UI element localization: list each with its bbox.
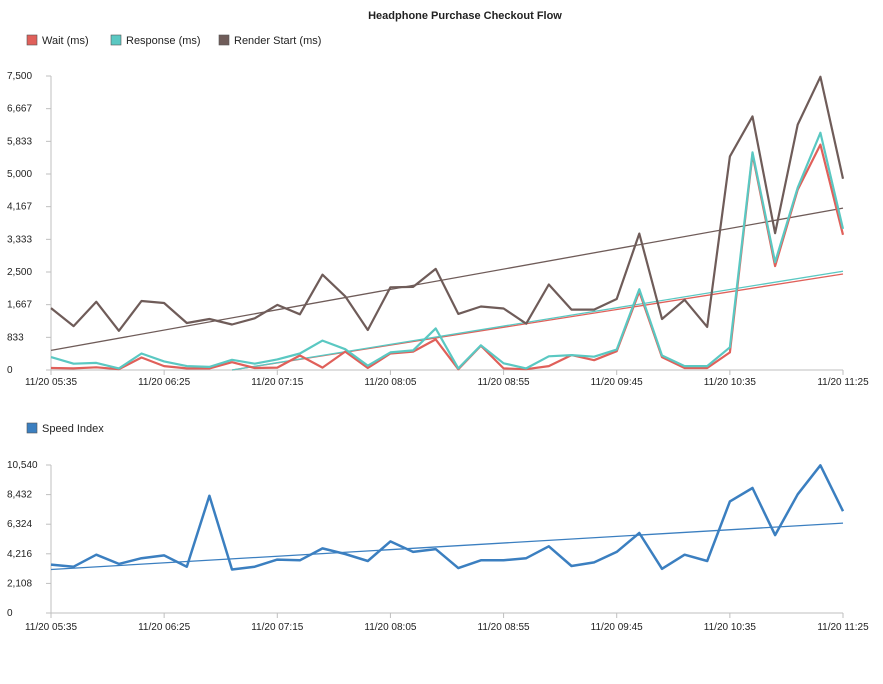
x-tick-label: 11/20 05:35 [25, 377, 78, 388]
y-tick-label: 4,216 [7, 549, 32, 560]
x-tick-label: 11/20 10:35 [704, 377, 757, 388]
x-tick-label: 11/20 09:45 [591, 622, 644, 633]
trend-line-speed-index [50, 522, 844, 571]
y-tick-label: 833 [7, 332, 24, 343]
legend-item-response-ms[interactable]: Response (ms) [110, 34, 201, 47]
legend-swatch [218, 34, 230, 46]
y-tick-label: 0 [7, 608, 13, 619]
y-tick-label: 2,500 [7, 267, 32, 278]
legend-label: Wait (ms) [42, 35, 89, 47]
series-line-response-ms [50, 131, 845, 370]
legend-label: Response (ms) [126, 35, 201, 47]
y-tick-label: 10,540 [7, 460, 38, 471]
x-tick-label: 11/20 07:15 [251, 377, 304, 388]
y-tick-label: 6,667 [7, 104, 32, 115]
x-tick-label: 11/20 08:55 [478, 377, 531, 388]
y-tick-label: 7,500 [7, 71, 32, 82]
legend-label: Speed Index [42, 423, 104, 435]
y-tick-label: 2,108 [7, 578, 32, 589]
y-tick-label: 3,333 [7, 234, 32, 245]
legend-item-speed-index[interactable]: Speed Index [26, 422, 104, 435]
y-tick-label: 5,833 [7, 136, 32, 147]
checkout-timing-chart: Wait (ms) Response (ms) Render Start (ms) 0… [7, 34, 869, 388]
series-line-render-start-ms [50, 75, 845, 332]
x-tick-label: 11/20 11:25 [817, 377, 869, 388]
legend-item-wait-ms[interactable]: Wait (ms) [26, 34, 89, 47]
series-line-speed-index [50, 464, 845, 571]
x-tick-label: 11/20 11:25 [817, 622, 869, 633]
y-tick-label: 6,324 [7, 519, 32, 530]
legend-item-render-start-ms[interactable]: Render Start (ms) [218, 34, 321, 47]
x-tick-label: 11/20 08:55 [478, 622, 531, 633]
speed-index-chart: Speed Index 0 2,108 4,216 6,324 8,432 10,540 11… [7, 422, 869, 633]
x-tick-label: 11/20 07:15 [251, 622, 304, 633]
x-tick-label: 11/20 05:35 [25, 622, 78, 633]
x-tick-label: 11/20 08:05 [364, 622, 417, 633]
legend-swatch [26, 422, 38, 434]
y-tick-label: 8,432 [7, 490, 32, 501]
trend-line-response-ms [231, 270, 844, 371]
x-tick-label: 11/20 06:25 [138, 377, 191, 388]
series-line-wait-ms [50, 143, 845, 371]
y-tick-label: 4,167 [7, 202, 32, 213]
chart-title: Headphone Purchase Checkout Flow [368, 10, 562, 22]
y-tick-label: 1,667 [7, 300, 32, 311]
x-tick-label: 11/20 06:25 [138, 622, 191, 633]
trend-line-render-start-ms [50, 207, 844, 352]
legend-label: Render Start (ms) [234, 35, 321, 47]
legend-swatch [110, 34, 122, 46]
legend-swatch [26, 34, 38, 46]
x-tick-label: 11/20 09:45 [591, 377, 644, 388]
y-tick-label: 0 [7, 365, 13, 376]
x-tick-label: 11/20 08:05 [364, 377, 417, 388]
x-tick-label: 11/20 10:35 [704, 622, 757, 633]
y-tick-label: 5,000 [7, 169, 32, 180]
